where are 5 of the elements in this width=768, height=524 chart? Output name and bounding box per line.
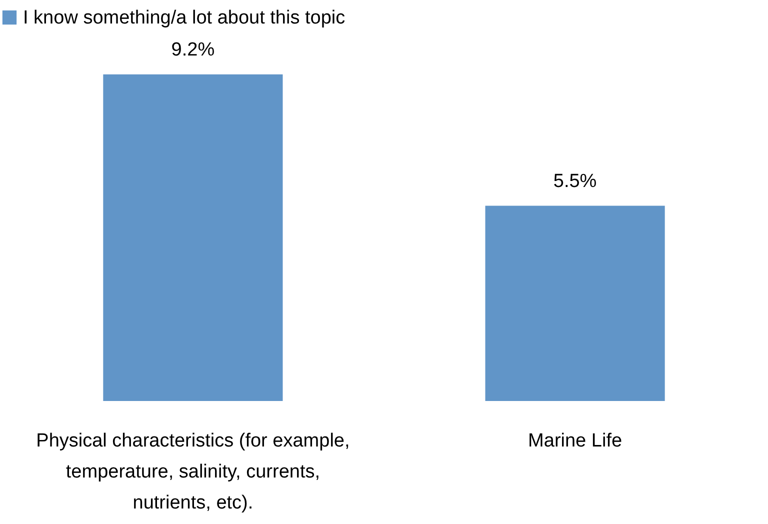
legend-label: I know something/a lot about this topic bbox=[23, 8, 346, 28]
data-label: 5.5% bbox=[553, 170, 597, 192]
x-tick-label: Marine Life bbox=[528, 430, 622, 452]
x-tick-label: Physical characteristics (for example, temperature, salinity, currents, nutrients, etc). bbox=[36, 430, 350, 514]
data-label: 9.2% bbox=[171, 39, 215, 60]
